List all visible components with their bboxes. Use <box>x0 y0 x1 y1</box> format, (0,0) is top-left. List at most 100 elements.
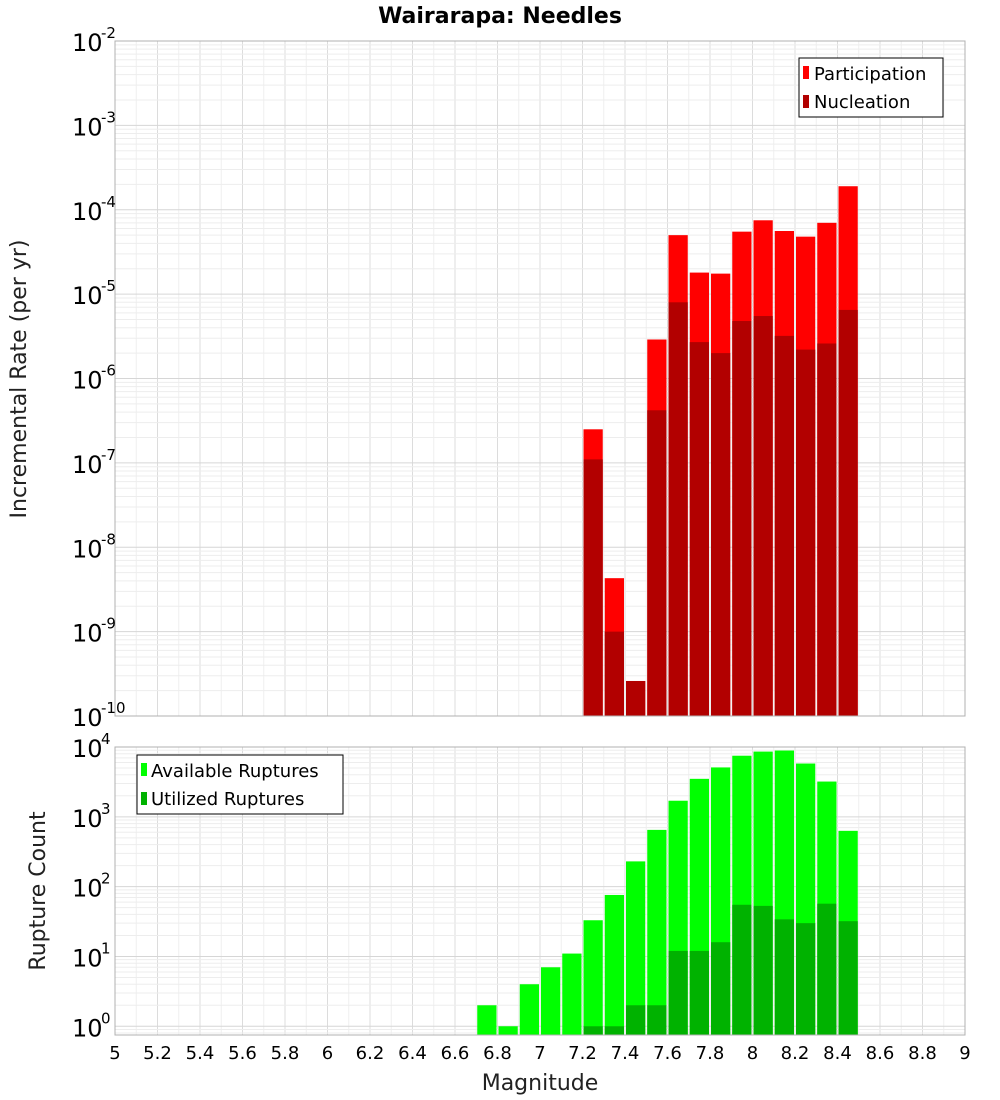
bar-nucleation <box>753 316 773 716</box>
bar-utilized-ruptures <box>689 950 709 1035</box>
y-tick-exponent: -3 <box>101 108 116 126</box>
y-tick-exponent: -8 <box>101 530 116 548</box>
y-tick-exponent: 1 <box>101 939 111 957</box>
y-tick-exponent: -5 <box>101 277 116 295</box>
x-tick-label: 5.4 <box>186 1043 215 1064</box>
bar-nucleation <box>796 349 816 716</box>
x-axis-label: Magnitude <box>482 1071 599 1096</box>
y-tick-base: 10 <box>72 875 103 903</box>
nucleation-legend-swatch <box>803 95 809 108</box>
bar-utilized-ruptures <box>583 1026 603 1035</box>
bar-utilized-ruptures <box>711 942 731 1035</box>
y-tick-exponent: -7 <box>101 446 116 464</box>
y-tick-base: 10 <box>72 944 103 972</box>
y-tick-label: 10-10 <box>72 699 126 732</box>
y-tick-base: 10 <box>72 704 103 732</box>
y-tick-base: 10 <box>72 198 103 226</box>
top-legend: Participation Nucleation <box>798 57 944 118</box>
bar-available-ruptures <box>562 953 582 1035</box>
top-plot-frame <box>114 40 966 717</box>
x-tick-label: 7.4 <box>611 1043 640 1064</box>
utilized-ruptures-legend-swatch <box>141 792 147 805</box>
top-y-axis-label: Incremental Rate (per yr) <box>7 240 32 519</box>
y-tick-label: 102 <box>72 870 111 903</box>
y-tick-exponent: -9 <box>101 615 116 633</box>
x-tick-label: 7.6 <box>653 1043 682 1064</box>
y-tick-label: 10-6 <box>72 362 116 395</box>
y-tick-exponent: 0 <box>101 1009 111 1027</box>
nucleation-legend-label: Nucleation <box>814 92 910 113</box>
y-tick-base: 10 <box>72 535 103 563</box>
bar-utilized-ruptures <box>796 923 816 1035</box>
x-tick-label: 5.6 <box>228 1043 257 1064</box>
bar-nucleation <box>732 321 752 716</box>
y-tick-label: 10-7 <box>72 446 116 479</box>
bar-utilized-ruptures <box>626 1005 646 1035</box>
y-tick-label: 10-5 <box>72 277 116 310</box>
bar-nucleation <box>668 302 688 716</box>
participation-legend-label: Participation <box>814 64 926 85</box>
bar-nucleation <box>711 353 731 716</box>
y-tick-base: 10 <box>72 113 103 141</box>
y-tick-base: 10 <box>72 367 103 395</box>
y-tick-exponent: -2 <box>101 24 116 42</box>
x-tick-label: 8.6 <box>866 1043 895 1064</box>
y-tick-label: 104 <box>72 730 111 763</box>
y-tick-base: 10 <box>72 451 103 479</box>
bottom-y-axis-label: Rupture Count <box>26 811 51 971</box>
bar-nucleation <box>626 680 646 716</box>
available-ruptures-legend-label: Available Ruptures <box>151 761 319 782</box>
bar-available-ruptures <box>477 1005 497 1035</box>
x-tick-label: 8.2 <box>781 1043 810 1064</box>
bottom-legend: Available Ruptures Utilized Ruptures <box>136 754 344 815</box>
x-tick-label: 7 <box>534 1043 545 1064</box>
bar-available-ruptures <box>519 984 539 1035</box>
bar-nucleation <box>604 631 624 716</box>
y-tick-base: 10 <box>72 620 103 648</box>
x-tick-label: 7.8 <box>696 1043 725 1064</box>
y-tick-label: 10-9 <box>72 615 116 648</box>
x-tick-label: 8 <box>747 1043 758 1064</box>
bar-available-ruptures <box>604 894 624 1035</box>
bar-nucleation <box>689 342 709 716</box>
top-legend-box <box>798 57 944 118</box>
y-tick-exponent: -4 <box>101 193 116 211</box>
available-ruptures-legend-swatch <box>141 763 147 776</box>
y-tick-label: 10-2 <box>72 24 116 57</box>
y-tick-base: 10 <box>72 1014 103 1042</box>
bottom-legend-box <box>136 754 344 815</box>
bar-utilized-ruptures <box>774 919 794 1035</box>
y-tick-exponent: 3 <box>101 800 111 818</box>
bar-nucleation <box>838 309 858 716</box>
participation-legend-swatch <box>803 66 809 79</box>
chart-title: Wairarapa: Needles <box>378 4 622 29</box>
x-tick-label: 6.6 <box>441 1043 470 1064</box>
bar-available-ruptures <box>498 1026 518 1035</box>
top-grid <box>114 41 966 717</box>
y-tick-label: 10-4 <box>72 193 116 226</box>
bar-utilized-ruptures <box>604 1026 624 1035</box>
x-tick-label: 8.4 <box>823 1043 852 1064</box>
bar-available-ruptures <box>626 861 646 1035</box>
y-tick-label: 101 <box>72 939 111 972</box>
bottom-plot-frame <box>114 746 966 1036</box>
x-tick-labels: 5 5.2 5.4 5.6 5.8 6 6.2 6.4 6.6 6.8 7 7.2 7.4 7.6 7.8 8… <box>109 1043 970 1064</box>
y-tick-label: 10-8 <box>72 530 116 563</box>
y-tick-label: 103 <box>72 800 111 833</box>
bar-utilized-ruptures <box>753 905 773 1035</box>
utilized-ruptures-legend-label: Utilized Ruptures <box>151 789 304 810</box>
y-tick-exponent: -6 <box>101 362 116 380</box>
top-bars <box>583 186 858 717</box>
bar-utilized-ruptures <box>732 904 752 1035</box>
x-tick-label: 5 <box>109 1043 120 1064</box>
x-tick-label: 6.4 <box>398 1043 427 1064</box>
y-tick-base: 10 <box>72 805 103 833</box>
x-tick-label: 7.2 <box>568 1043 597 1064</box>
x-tick-label: 6.8 <box>483 1043 512 1064</box>
y-tick-base: 10 <box>72 282 103 310</box>
bar-nucleation <box>583 459 603 716</box>
x-tick-label: 6.2 <box>356 1043 385 1064</box>
